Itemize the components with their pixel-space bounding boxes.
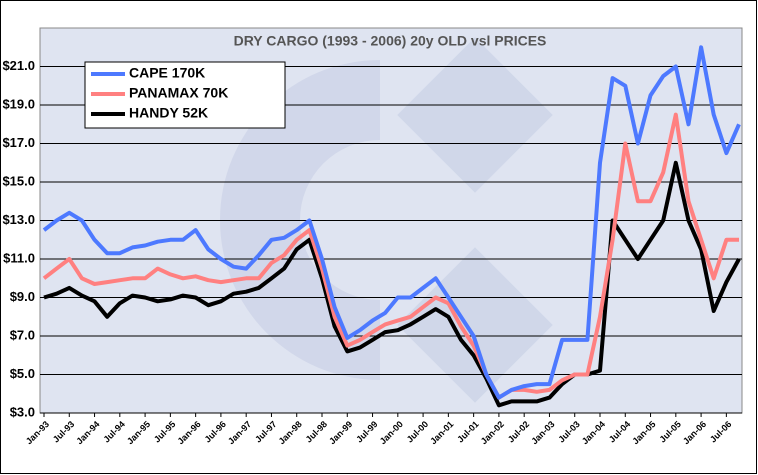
chart-title: DRY CARGO (1993 - 2006) 20y OLD vsl PRIC…	[234, 33, 547, 49]
series-line	[43, 160, 741, 408]
y-tick-label: $19.0	[2, 96, 35, 111]
legend-label: CAPE 170K	[129, 65, 205, 81]
y-tick-label: $17.0	[2, 135, 35, 150]
series-line	[42, 45, 741, 400]
y-tick-label: $7.0	[10, 327, 35, 342]
y-tick-label: $3.0	[10, 404, 35, 419]
y-tick-label: $9.0	[10, 289, 35, 304]
y-tick-label: $13.0	[2, 212, 35, 227]
legend-label: PANAMAX 70K	[129, 85, 228, 101]
y-tick-label: $11.0	[3, 250, 35, 265]
y-tick-label: $15.0	[2, 173, 35, 188]
series-line	[42, 112, 739, 400]
y-tick-label: $5.0	[10, 366, 35, 381]
legend-label: HANDY 52K	[129, 105, 208, 121]
y-tick-label: $21.0	[2, 58, 35, 73]
